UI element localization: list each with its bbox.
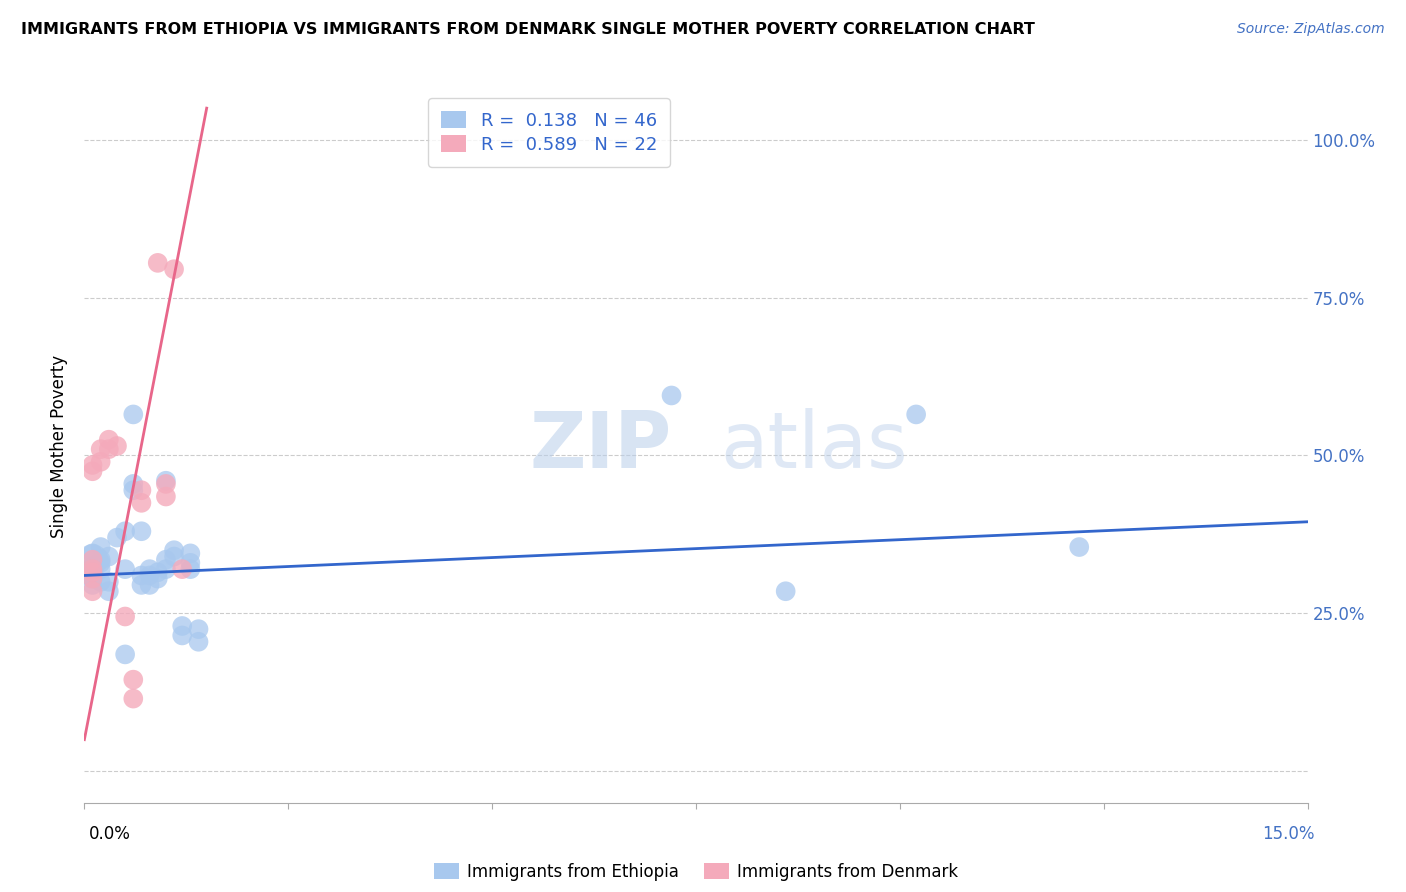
Point [82, 559, 104, 574]
Point [163, 549, 186, 564]
Point [163, 543, 186, 558]
Point [131, 483, 153, 498]
Point [97, 584, 120, 599]
Point [138, 562, 160, 576]
Point [114, 524, 136, 539]
Point [82, 546, 104, 560]
Point [114, 648, 136, 662]
Point [82, 572, 104, 586]
Point [90, 442, 112, 457]
Point [131, 578, 153, 592]
Text: Source: ZipAtlas.com: Source: ZipAtlas.com [1237, 22, 1385, 37]
Point [187, 622, 209, 636]
Point [97, 442, 120, 457]
Point [90, 562, 112, 576]
Point [97, 549, 120, 564]
Point [155, 476, 177, 491]
Point [82, 578, 104, 592]
Point [114, 562, 136, 576]
Point [90, 556, 112, 570]
Point [122, 673, 145, 687]
Point [172, 619, 194, 633]
Point [122, 691, 145, 706]
Point [131, 524, 153, 539]
Point [90, 540, 112, 554]
Y-axis label: Single Mother Poverty: Single Mother Poverty [51, 354, 69, 538]
Point [82, 552, 104, 566]
Point [172, 562, 194, 576]
Text: 0.0%: 0.0% [89, 825, 131, 843]
Point [905, 408, 928, 422]
Point [131, 568, 153, 582]
Point [187, 634, 209, 648]
Point [90, 574, 112, 589]
Point [146, 572, 169, 586]
Point [775, 584, 797, 599]
Point [97, 433, 120, 447]
Point [179, 546, 201, 560]
Text: atlas: atlas [720, 408, 908, 484]
Point [155, 474, 177, 488]
Point [90, 455, 112, 469]
Point [138, 568, 160, 582]
Point [122, 408, 145, 422]
Point [82, 572, 104, 586]
Point [82, 464, 104, 478]
Point [138, 578, 160, 592]
Point [82, 568, 104, 582]
Point [131, 496, 153, 510]
Point [82, 552, 104, 566]
Point [155, 562, 177, 576]
Text: ZIP: ZIP [529, 408, 672, 484]
Point [82, 562, 104, 576]
Point [82, 566, 104, 580]
Point [146, 256, 169, 270]
Point [179, 562, 201, 576]
Point [90, 552, 112, 566]
Point [155, 490, 177, 504]
Point [1069, 540, 1091, 554]
Point [82, 458, 104, 472]
Point [122, 483, 145, 498]
Point [122, 476, 145, 491]
Point [155, 552, 177, 566]
Point [179, 556, 201, 570]
Point [661, 388, 683, 402]
Point [97, 574, 120, 589]
Point [82, 566, 104, 580]
Point [82, 584, 104, 599]
Point [146, 566, 169, 580]
Text: 15.0%: 15.0% [1263, 825, 1315, 843]
Point [172, 628, 194, 642]
Legend: Immigrants from Ethiopia, Immigrants from Denmark: Immigrants from Ethiopia, Immigrants fro… [427, 856, 965, 888]
Point [105, 531, 128, 545]
Point [163, 262, 186, 277]
Point [114, 609, 136, 624]
Text: IMMIGRANTS FROM ETHIOPIA VS IMMIGRANTS FROM DENMARK SINGLE MOTHER POVERTY CORREL: IMMIGRANTS FROM ETHIOPIA VS IMMIGRANTS F… [21, 22, 1035, 37]
Point [105, 439, 128, 453]
